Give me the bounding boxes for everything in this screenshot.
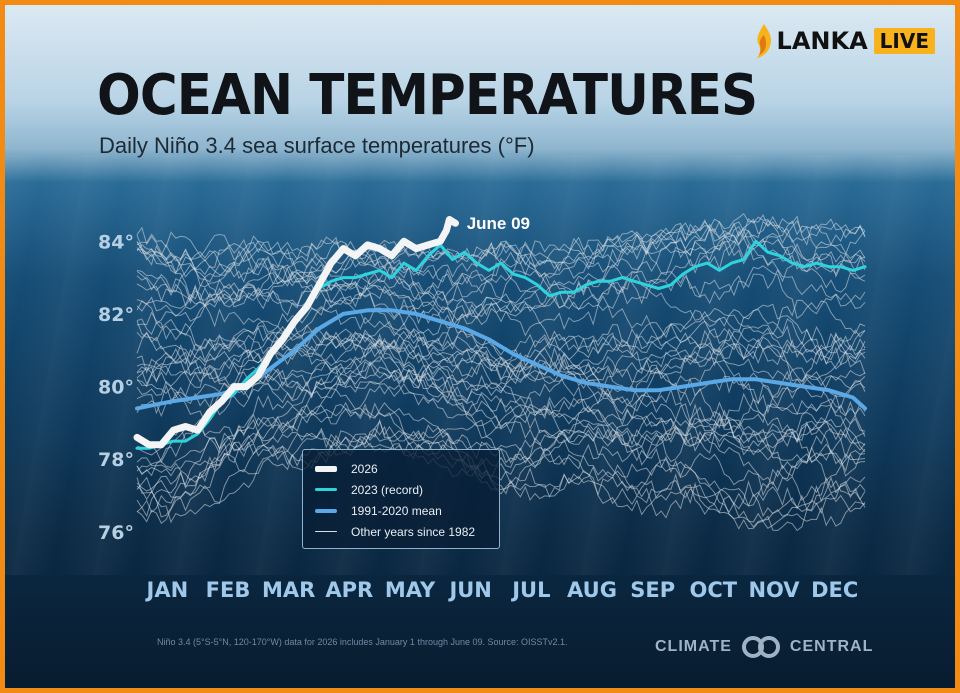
flame-icon [756,24,771,58]
x-tick-label: MAR [262,578,315,602]
y-tick-label: 78° [98,449,134,471]
other-year-line-2012 [136,265,866,383]
other-year-line-2003 [136,221,866,301]
other-year-line-2024 [136,263,866,437]
other-year-line-1990 [136,404,866,524]
x-tick-label: JUL [510,578,550,602]
other-year-line-1986 [136,320,866,477]
legend-item: 2023 (record) [315,479,487,500]
other-year-line-2005 [136,219,866,298]
logo-word: LANKA [776,27,868,55]
other-year-line-2014 [136,325,866,393]
other-year-line-2025 [136,318,866,430]
other-year-line-1987 [136,355,866,515]
x-tick-label: AUG [567,578,617,602]
y-tick-label: 82° [98,304,134,326]
y-axis: 76° 78° 80° 82° 84° [98,231,134,544]
series-line-2026 [133,216,459,449]
other-year-line-2011 [136,405,866,528]
other-year-line-2007 [136,212,866,284]
x-tick-label: DEC [811,578,858,602]
y-tick-label: 76° [98,522,134,544]
x-tick-label: FEB [206,578,251,602]
highlight-series [133,216,867,450]
chart-legend: 2026 2023 (record) 1991-2020 mean Other … [302,449,500,549]
other-year-line-1988 [136,216,866,327]
other-year-line-1993 [136,384,866,518]
x-tick-label: NOV [748,578,800,602]
legend-label: Other years since 1982 [351,524,476,539]
legend-swatch [315,531,337,532]
other-year-line-2000 [136,226,866,310]
linked-rings-icon [741,636,780,658]
y-tick-label: 84° [98,231,134,253]
legend-label: 2023 (record) [351,482,424,497]
series-line-2023-record- [135,239,867,450]
lanka-live-logo[interactable]: LANKA LIVE [753,23,935,59]
source-logo-left: CLIMATE [655,638,732,655]
climate-central-logo[interactable]: CLIMATE CENTRAL [655,635,873,659]
temperature-chart: 76° 78° 80° 82° 84° JAN FEB MAR APR MAY JUN JUL AUG… [98,212,867,602]
legend-swatch [315,465,337,472]
legend-swatch [315,488,337,491]
other-year-line-2016 [136,292,866,418]
other-year-line-2010 [136,388,866,529]
other-year-line-2021 [136,218,866,340]
other-year-line-2008 [136,402,866,524]
other-year-line-1989 [136,332,866,451]
other-years-lines [136,212,866,532]
x-tick-label: SEP [630,578,675,602]
x-tick-label: MAY [385,578,436,602]
x-tick-label: JAN [145,578,189,602]
x-tick-label: JUN [447,578,491,602]
other-year-line-1991 [136,425,866,507]
legend-label: 2026 [351,461,378,476]
other-year-line-2015 [136,375,866,492]
other-year-line-2017 [136,351,866,501]
source-footnote: Niño 3.4 (5°S-5°N, 120-170°W) data for 2… [157,637,568,647]
x-tick-label: OCT [690,578,738,602]
other-year-line-2002 [136,331,866,408]
source-logo-right: CENTRAL [789,638,874,655]
other-year-line-1984 [136,418,866,512]
x-axis: JAN FEB MAR APR MAY JUN JUL AUG SEP OCT NOV DEC [145,578,859,602]
legend-item: 2026 [315,458,487,479]
logo-live-badge: LIVE [873,28,935,54]
other-year-line-2018 [136,318,866,414]
chart-annotations: June 09 [467,214,530,233]
legend-item: 1991-2020 mean [315,500,487,521]
legend-swatch [315,508,337,513]
other-year-line-2013 [136,233,866,335]
other-year-line-1992 [136,307,866,472]
x-tick-label: APR [325,578,373,602]
page-title: OCEAN TEMPERATURES [97,63,758,128]
legend-item: Other years since 1982 [315,521,487,542]
legend-label: 1991-2020 mean [351,503,442,518]
annotation-label: June 09 [467,214,530,233]
chart-subtitle: Daily Niño 3.4 sea surface temperatures … [99,133,535,158]
y-tick-label: 80° [98,377,134,399]
